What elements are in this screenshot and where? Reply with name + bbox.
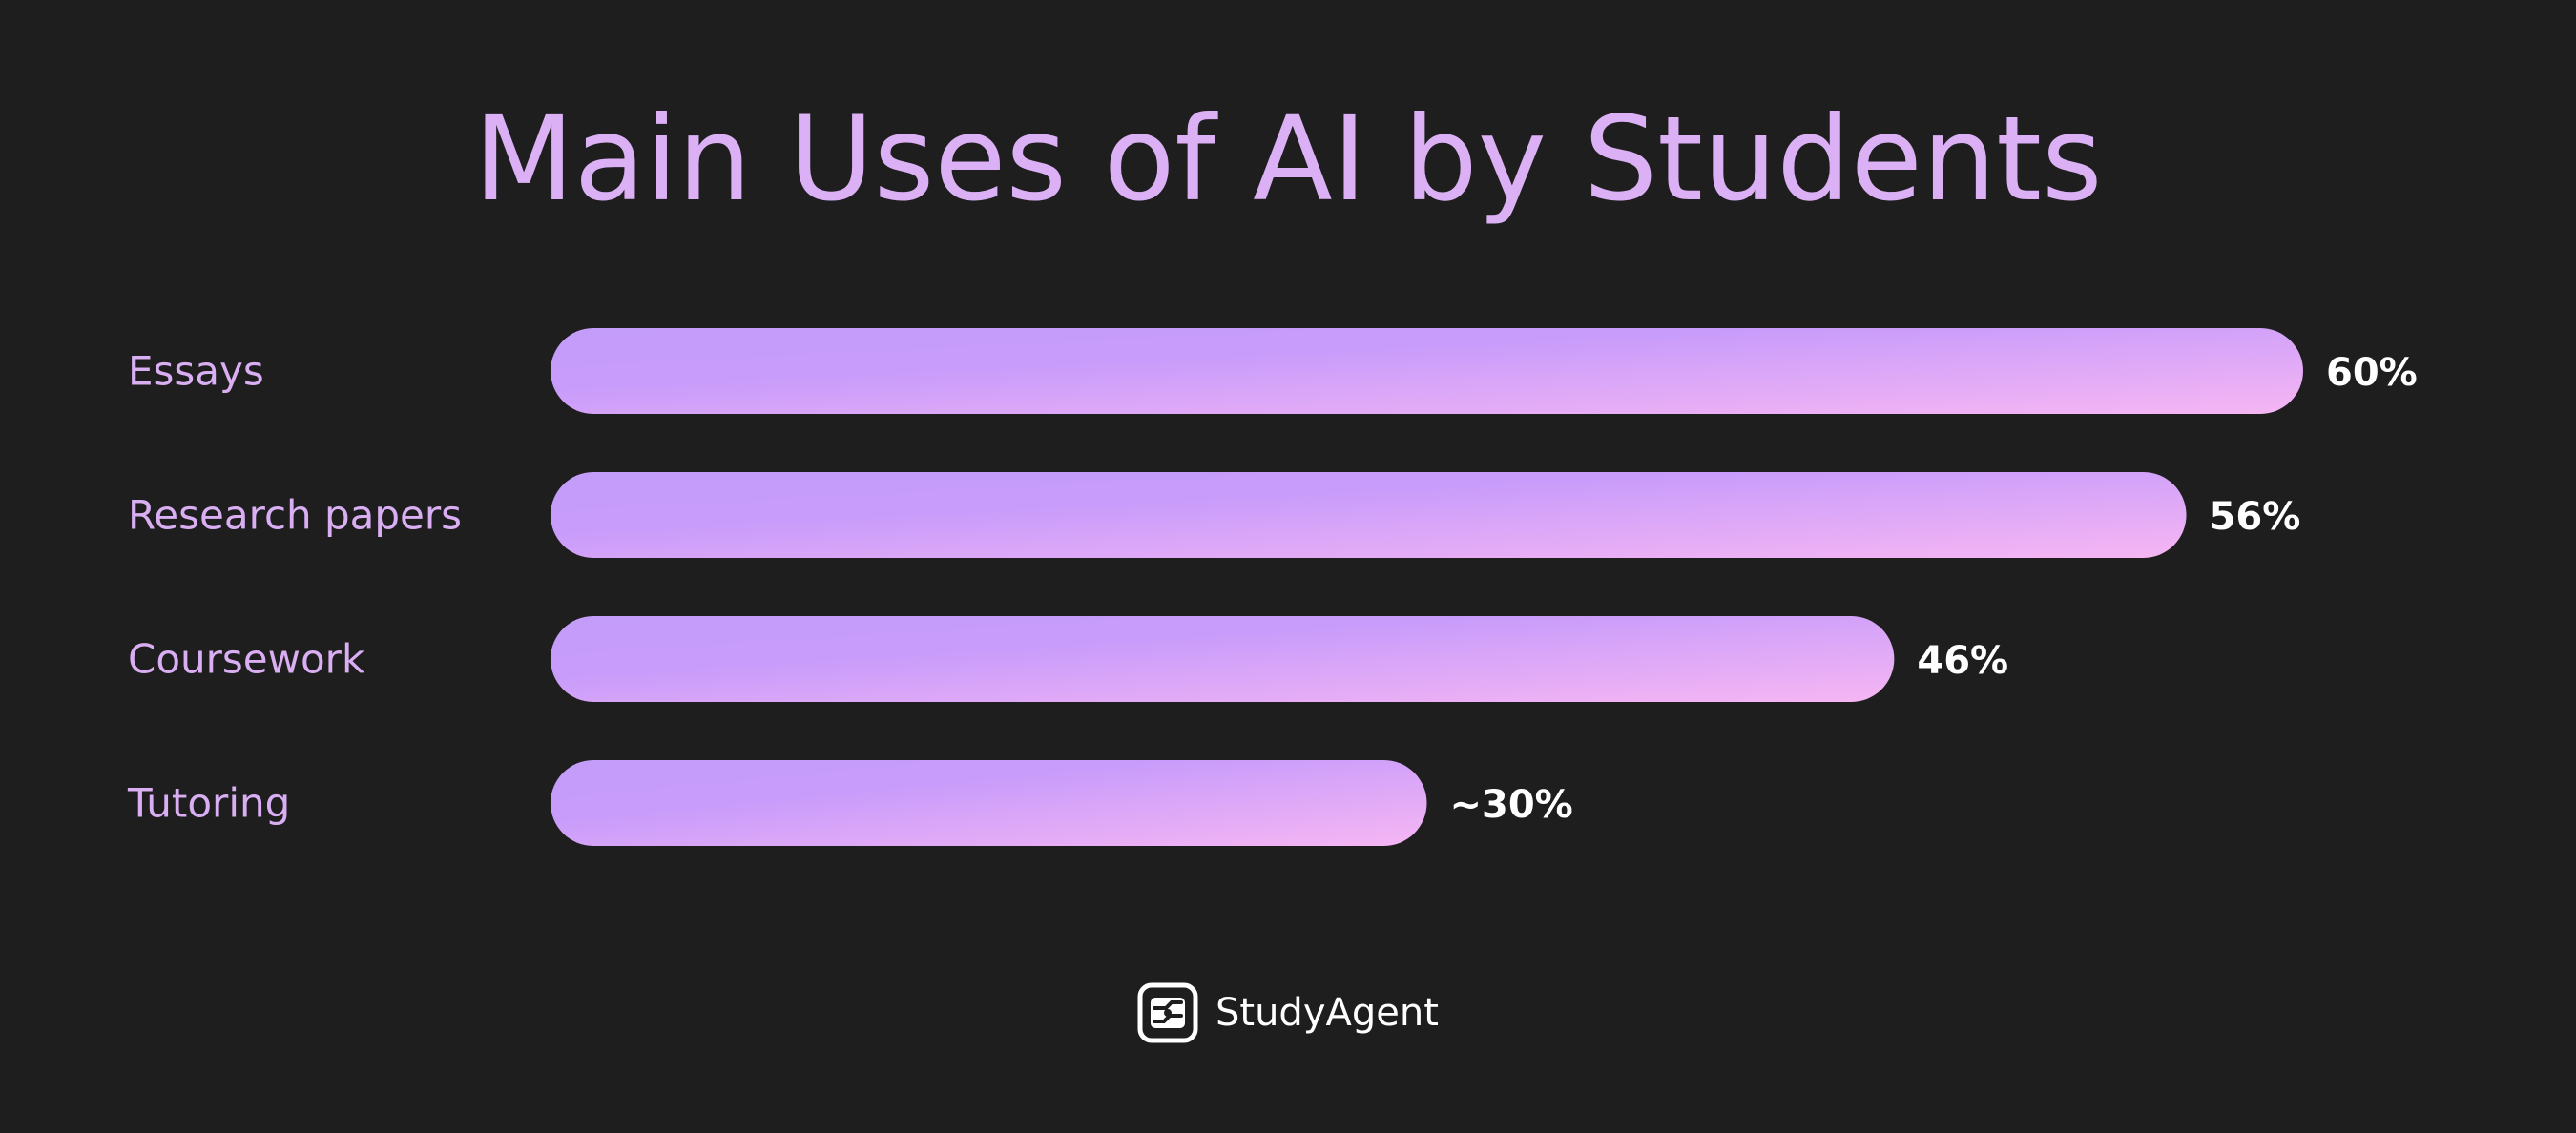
bar — [551, 328, 2303, 414]
value-label: 46% — [1917, 639, 2008, 683]
bar — [551, 760, 1427, 846]
bar — [551, 616, 1895, 702]
bars-group: Essays 60% Research papers 56% Coursework 46%… — [127, 328, 2418, 846]
category-label: Coursework — [128, 636, 365, 683]
value-label: 60% — [2326, 351, 2418, 395]
studyagent-logo-icon — [1137, 982, 1198, 1043]
chart-title: Main Uses of AI by Students — [473, 92, 2103, 227]
value-label: ~30% — [1450, 783, 1573, 827]
brand-footer: StudyAgent — [1137, 980, 1439, 1045]
brand-name: StudyAgent — [1215, 991, 1439, 1035]
category-label: Research papers — [128, 492, 462, 539]
bar — [551, 472, 2187, 558]
value-label: 56% — [2210, 495, 2301, 539]
category-label: Essays — [128, 348, 264, 395]
category-label: Tutoring — [127, 780, 290, 827]
